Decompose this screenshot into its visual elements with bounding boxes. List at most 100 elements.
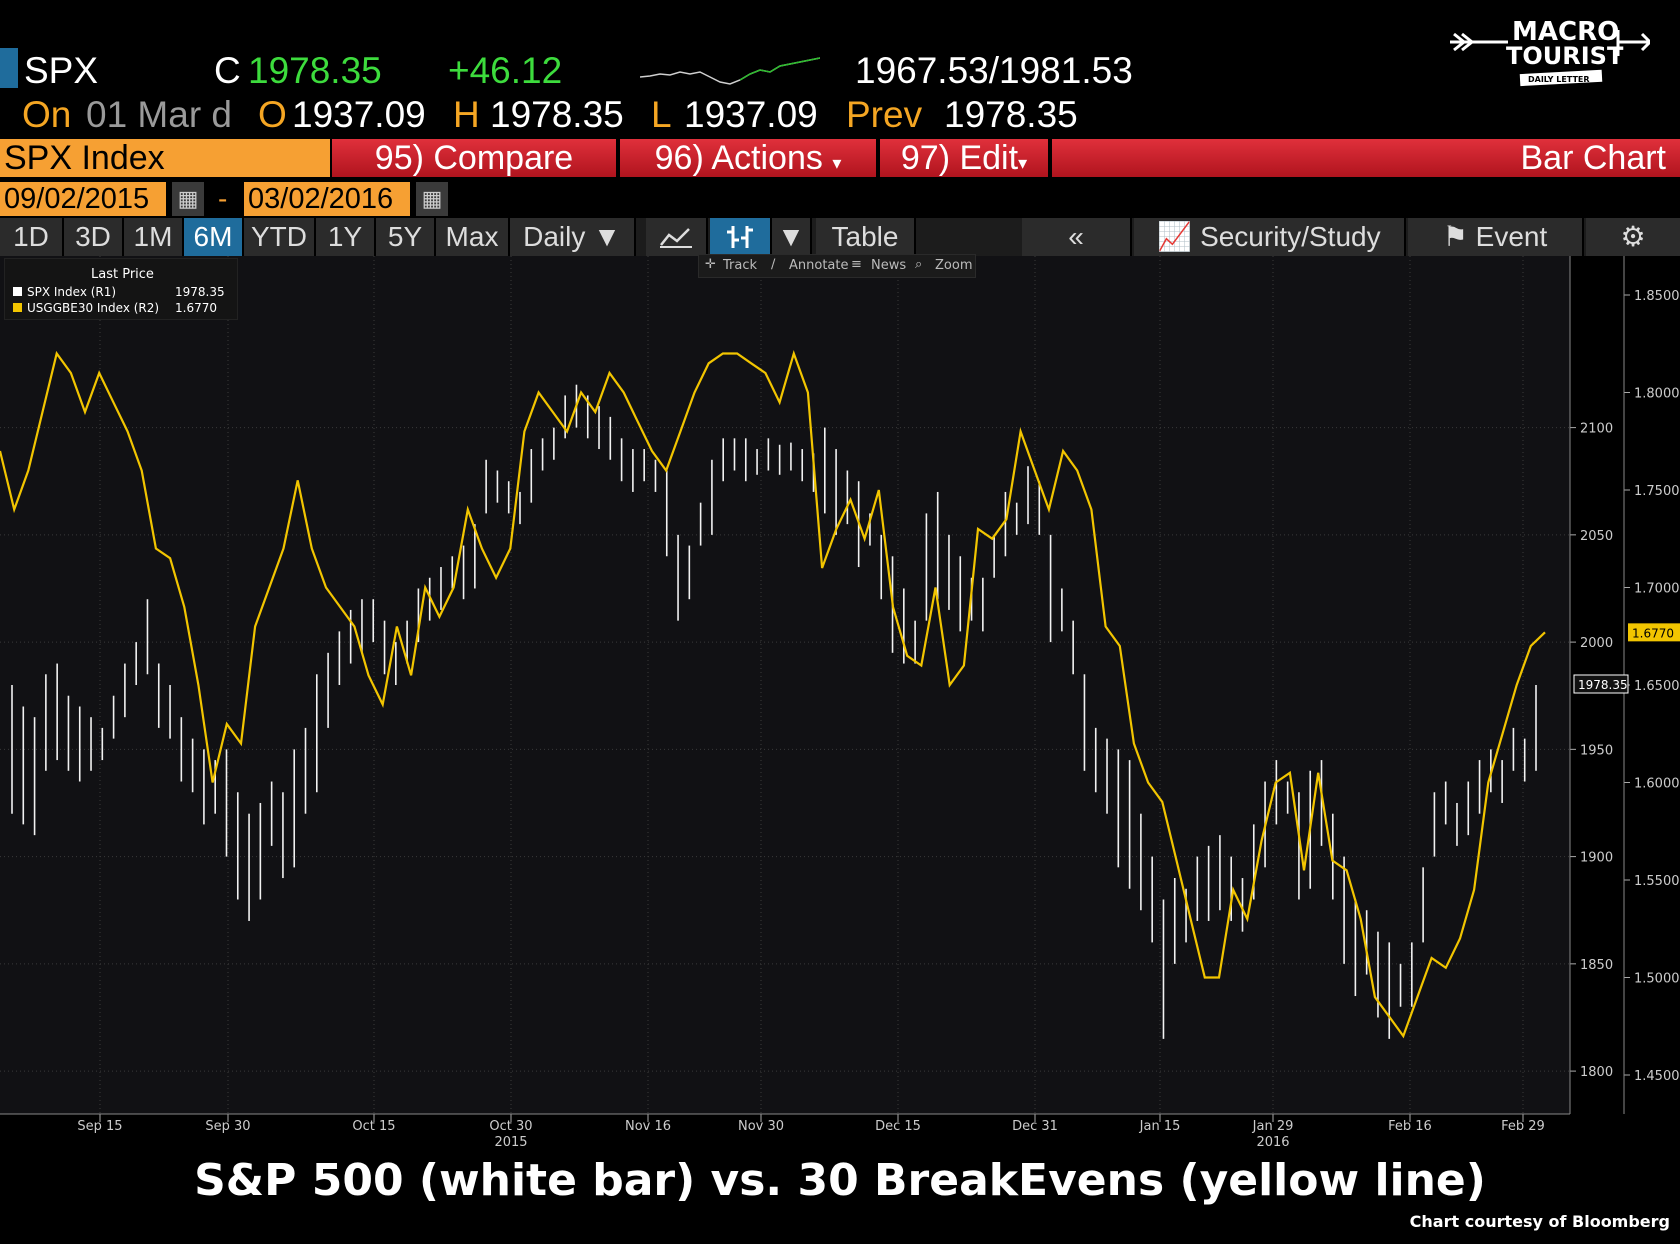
x-tick-label: Dec 15 (875, 1119, 921, 1134)
be-tick-label: 1.6500 (1634, 679, 1680, 694)
logo-line3: DAILY LETTER (1528, 75, 1590, 84)
chevron-down-icon: ▾ (1018, 153, 1028, 173)
actions-button[interactable]: 96) Actions ▾ (620, 139, 878, 177)
prev-value: 1978.35 (944, 94, 1078, 135)
edit-button[interactable]: 97) Edit▾ (880, 139, 1050, 177)
spx-tick-label: 2100 (1580, 422, 1613, 437)
tab-1d[interactable]: 1D (0, 218, 64, 256)
spx-last-tag (1573, 674, 1629, 694)
flag-icon: ⚑ (1442, 221, 1468, 252)
news-tool[interactable]: News (871, 258, 907, 273)
logo-line2: TOURIST (1506, 42, 1624, 70)
legend-value-spx: 1978.35 (175, 285, 225, 299)
chevron-down-icon: ▾ (832, 153, 842, 173)
x-tick-label: Oct 30 (489, 1119, 532, 1134)
tab-1y[interactable]: 1Y (316, 218, 376, 256)
chart-credit: Chart courtesy of Bloomberg (1409, 1212, 1670, 1231)
x-tick-year: 2016 (1256, 1135, 1289, 1150)
spx-tick-label: 2050 (1580, 529, 1613, 544)
annotate-tool[interactable]: Annotate (789, 258, 849, 273)
be-last-label: 1.6770 (1632, 626, 1674, 640)
bar-chart-icon[interactable] (710, 218, 772, 256)
chart-type-title: Bar Chart (1052, 139, 1680, 177)
triangle-down-icon: ▼ (593, 221, 621, 252)
x-tick-label: Nov 16 (625, 1119, 671, 1134)
tab-6m[interactable]: 6M (184, 218, 244, 256)
on-label: On (22, 94, 72, 135)
x-tick-label: Oct 15 (352, 1119, 395, 1134)
breakeven-line (0, 349, 1546, 1039)
line-chart-icon[interactable] (646, 218, 708, 256)
start-date-field[interactable]: 09/02/2015 (0, 182, 166, 216)
x-tick-label: Sep 15 (77, 1119, 122, 1134)
legend-title: Last Price (91, 267, 154, 282)
low-label: L (651, 94, 672, 135)
high-label: H (453, 94, 480, 135)
table-button[interactable]: Table (816, 218, 916, 256)
tab-max[interactable]: Max (436, 218, 510, 256)
be-tick-label: 1.7500 (1634, 484, 1680, 499)
x-tick-label: Feb 16 (1388, 1119, 1432, 1134)
security-field[interactable]: SPX Index (0, 139, 330, 177)
spx-tick-label: 2000 (1580, 636, 1613, 651)
low-value: 1937.09 (684, 94, 818, 135)
be-tick-label: 1.5000 (1634, 972, 1680, 987)
x-tick-label: Jan 29 (1252, 1119, 1294, 1134)
spx-tick-label: 1850 (1580, 958, 1613, 973)
security-study-label: Security/Study (1200, 221, 1381, 252)
be-tick-label: 1.8500 (1634, 289, 1680, 304)
legend-name-spx: SPX Index (R1) (27, 285, 117, 299)
tab-5y[interactable]: 5Y (376, 218, 436, 256)
tab-ytd[interactable]: YTD (244, 218, 316, 256)
spx-last-label: 1978.35 (1578, 678, 1628, 692)
chart-style-dropdown-icon[interactable]: ▼ (772, 218, 812, 256)
tab-1m[interactable]: 1M (124, 218, 184, 256)
end-date-field[interactable]: 03/02/2016 (244, 182, 410, 216)
close-label: C (214, 50, 241, 91)
spx-tick-label: 1800 (1580, 1065, 1613, 1080)
on-date: 01 Mar d (86, 94, 233, 135)
be-tick-label: 1.7000 (1634, 582, 1680, 597)
collapse-icon[interactable]: « (1022, 218, 1132, 256)
chart-study-icon: 📈 (1157, 221, 1193, 252)
calendar-icon[interactable]: ▦ (416, 182, 448, 216)
legend-name-be: USGGBE30 Index (R2) (27, 301, 160, 315)
prev-label: Prev (846, 94, 923, 135)
track-tool[interactable]: Track (723, 258, 758, 273)
security-indicator (0, 48, 18, 88)
legend-value-be: 1.6770 (175, 301, 217, 315)
spx-tick-label: 1950 (1580, 743, 1613, 758)
frequency-label: Daily (523, 221, 586, 252)
event-button[interactable]: ⚑ Event (1408, 218, 1584, 256)
compare-button[interactable]: 95) Compare (332, 139, 618, 177)
symbol-label: SPX (24, 50, 99, 91)
ohlc-row: On 01 Mar d O 1937.09 H 1978.35 L 1937.0… (0, 94, 1200, 140)
pencil-icon: ∕ (771, 257, 776, 272)
calendar-icon[interactable]: ▦ (172, 182, 204, 216)
chart-type-label: Bar Chart (1520, 139, 1667, 177)
be-last-tag (1628, 623, 1680, 642)
high-value: 1978.35 (490, 94, 624, 135)
be-tick-label: 1.6000 (1634, 777, 1680, 792)
be-tick-label: 1.8000 (1634, 387, 1680, 402)
security-study-button[interactable]: 📈 Security/Study (1134, 218, 1406, 256)
x-tick-label: Sep 30 (205, 1119, 250, 1134)
chart-caption: S&P 500 (white bar) vs. 30 BreakEvens (y… (194, 1155, 1486, 1206)
change-value: +46.12 (448, 50, 563, 91)
be-tick-label: 1.5500 (1634, 874, 1680, 889)
logo-line1: MACRO (1512, 17, 1619, 47)
edit-label: 97) Edit (900, 139, 1019, 177)
zoom-icon: ⌕ (915, 257, 923, 272)
tab-3d[interactable]: 3D (64, 218, 124, 256)
legend-swatch-be (13, 303, 22, 312)
frequency-dropdown[interactable]: Daily ▼ (510, 218, 636, 256)
crosshair-icon: ✛ (705, 257, 716, 272)
x-tick-label: Dec 31 (1012, 1119, 1058, 1134)
x-tick-year: 2015 (494, 1135, 527, 1150)
open-value: 1937.09 (292, 94, 426, 135)
zoom-tool[interactable]: Zoom (935, 258, 973, 273)
be-tick-label: 1.4500 (1634, 1069, 1680, 1084)
x-tick-label: Jan 15 (1139, 1119, 1181, 1134)
gear-icon[interactable]: ⚙ (1586, 218, 1680, 256)
